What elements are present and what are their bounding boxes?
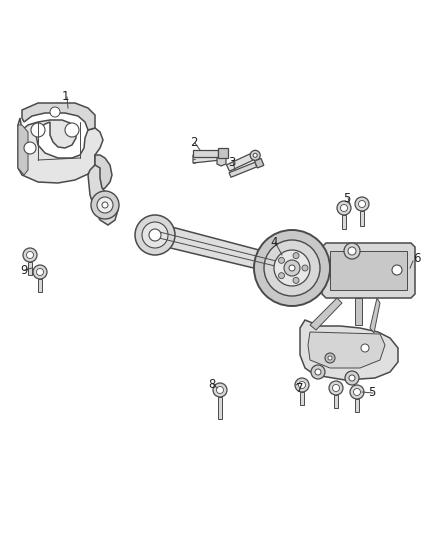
Circle shape (295, 378, 309, 392)
Text: 9: 9 (20, 263, 28, 277)
Text: 5: 5 (368, 386, 375, 400)
Polygon shape (355, 298, 362, 325)
Circle shape (299, 382, 305, 389)
Polygon shape (193, 153, 221, 163)
Polygon shape (38, 279, 42, 292)
Circle shape (31, 123, 45, 137)
Circle shape (33, 265, 47, 279)
Polygon shape (300, 392, 304, 405)
Circle shape (355, 197, 369, 211)
Circle shape (344, 243, 360, 259)
Polygon shape (330, 251, 407, 290)
Circle shape (254, 230, 330, 306)
Circle shape (23, 248, 37, 262)
Circle shape (358, 200, 365, 207)
Polygon shape (334, 395, 338, 408)
Polygon shape (28, 262, 32, 275)
Text: 1: 1 (62, 91, 70, 103)
Text: 2: 2 (190, 136, 198, 149)
Polygon shape (308, 332, 385, 368)
Polygon shape (322, 243, 415, 298)
Circle shape (27, 252, 33, 259)
Polygon shape (254, 158, 264, 168)
Circle shape (250, 150, 260, 160)
Circle shape (274, 250, 310, 286)
Circle shape (350, 385, 364, 399)
Polygon shape (95, 155, 112, 190)
Circle shape (50, 107, 60, 117)
Polygon shape (355, 399, 359, 412)
Circle shape (97, 197, 113, 213)
Circle shape (253, 154, 257, 157)
Circle shape (348, 247, 356, 255)
Polygon shape (360, 211, 364, 226)
Circle shape (264, 240, 320, 296)
Polygon shape (342, 215, 346, 229)
Circle shape (340, 205, 347, 212)
Circle shape (325, 353, 335, 363)
Text: 3: 3 (228, 156, 235, 168)
Polygon shape (18, 125, 28, 175)
Circle shape (353, 389, 360, 395)
Circle shape (36, 269, 43, 276)
Circle shape (213, 383, 227, 397)
Circle shape (149, 229, 161, 241)
Circle shape (293, 277, 299, 284)
Text: 4: 4 (270, 236, 278, 248)
Polygon shape (22, 103, 95, 130)
Polygon shape (193, 149, 218, 157)
Circle shape (289, 265, 295, 271)
Circle shape (361, 344, 369, 352)
Text: 7: 7 (296, 382, 304, 394)
Circle shape (293, 253, 299, 259)
Circle shape (91, 191, 119, 219)
Circle shape (311, 365, 325, 379)
Polygon shape (300, 320, 398, 380)
Circle shape (392, 265, 402, 275)
Circle shape (349, 375, 355, 381)
Polygon shape (217, 150, 226, 166)
Circle shape (332, 384, 339, 392)
Polygon shape (18, 118, 103, 183)
Polygon shape (310, 298, 342, 330)
Circle shape (65, 123, 79, 137)
Circle shape (337, 201, 351, 215)
Text: 6: 6 (413, 252, 420, 264)
Circle shape (24, 142, 36, 154)
Polygon shape (226, 152, 257, 171)
Polygon shape (229, 162, 257, 177)
Circle shape (315, 369, 321, 375)
Circle shape (329, 381, 343, 395)
Circle shape (302, 265, 308, 271)
Polygon shape (218, 148, 228, 158)
Polygon shape (88, 165, 118, 225)
Circle shape (216, 386, 223, 393)
Circle shape (279, 257, 285, 263)
Polygon shape (218, 397, 222, 419)
Polygon shape (370, 298, 380, 333)
Text: 5: 5 (343, 191, 350, 205)
Circle shape (284, 260, 300, 276)
Polygon shape (153, 223, 294, 277)
Text: 8: 8 (208, 377, 215, 391)
Circle shape (279, 273, 285, 279)
Circle shape (102, 202, 108, 208)
Circle shape (345, 371, 359, 385)
Circle shape (142, 222, 168, 248)
Circle shape (328, 356, 332, 360)
Circle shape (135, 215, 175, 255)
